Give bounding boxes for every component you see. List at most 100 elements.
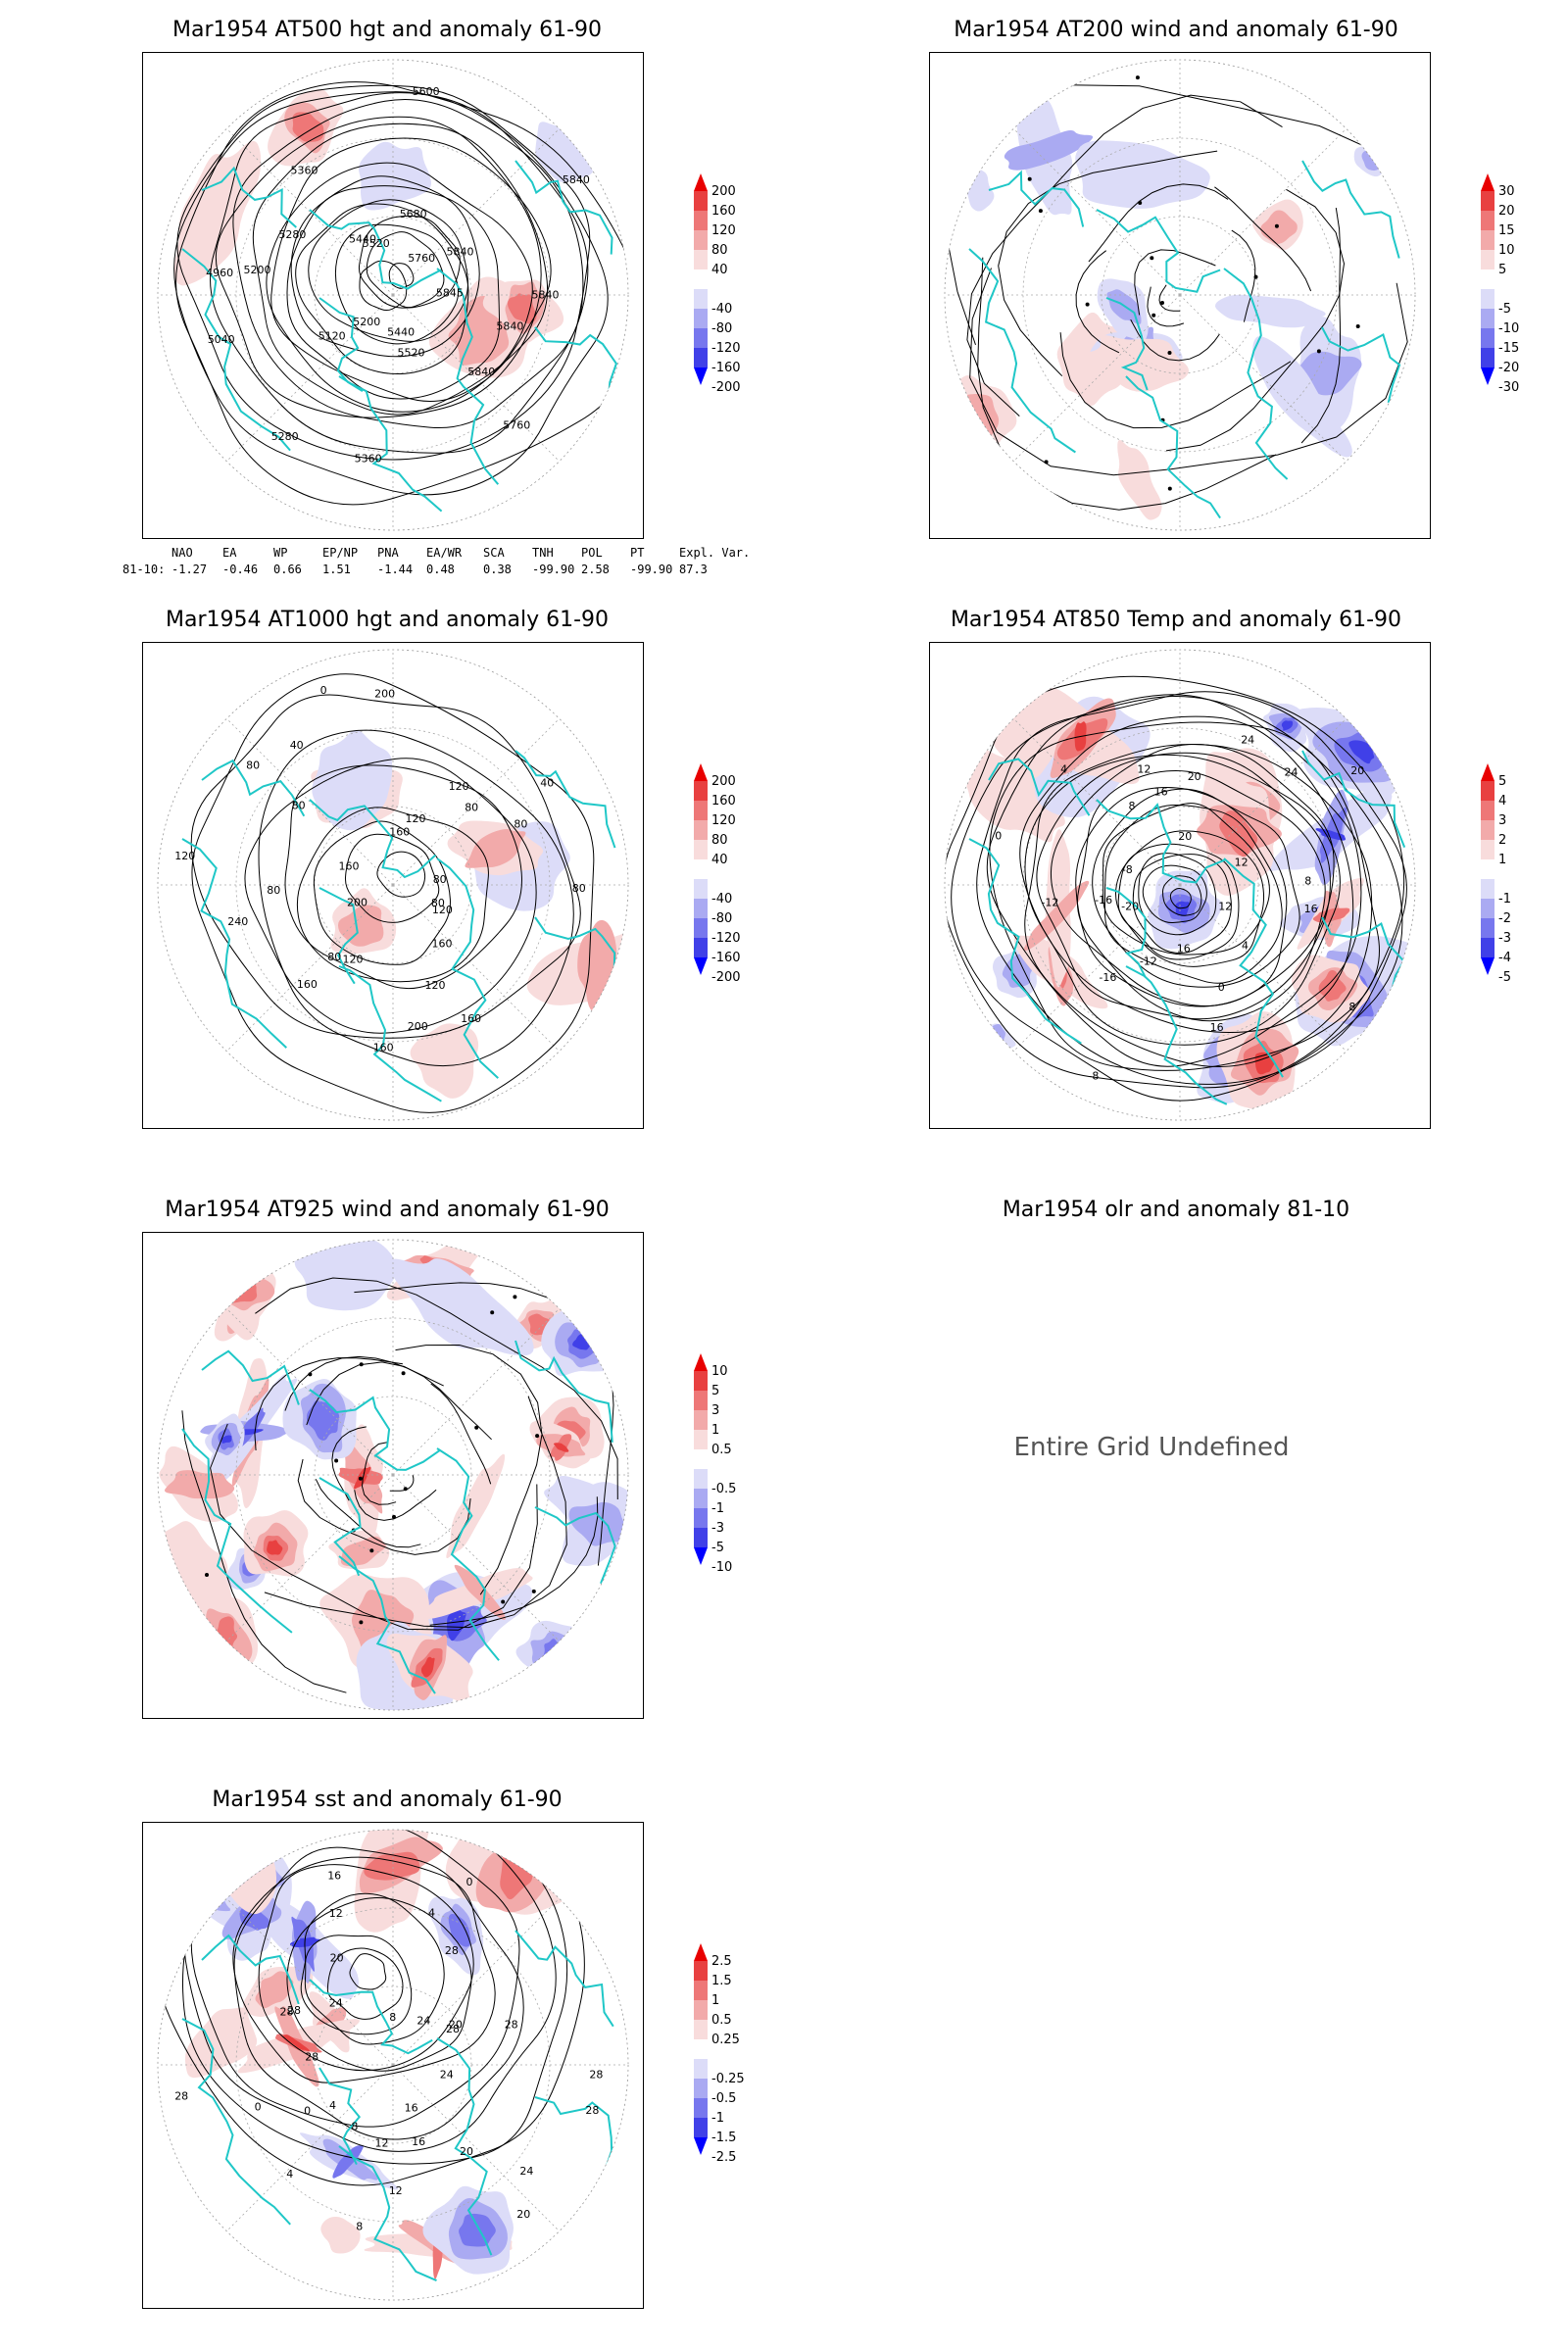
colorbar-label: -1 — [711, 1501, 724, 1516]
contour-line — [388, 263, 415, 289]
map-svg-at500: 5845584058405760552054405360528052005120… — [157, 59, 629, 531]
panel-title-at200: Mar1954 AT200 wind and anomaly 61-90 — [954, 18, 1398, 42]
contour-label: 24 — [440, 2068, 454, 2081]
anomaly-shade — [282, 2034, 310, 2052]
anomaly-shade — [312, 729, 393, 831]
colorbar-svg-at925: 10 5 3 1 0.5 -0.5 -1 -3 -5 -10 — [694, 1353, 736, 1575]
coastline — [1096, 209, 1221, 293]
map-svg-at200 — [944, 59, 1416, 531]
contour-line — [951, 696, 1403, 1102]
tele-value: 0.66 — [273, 563, 302, 576]
contour-label: 120 — [174, 850, 195, 862]
contour-label: -16 — [1095, 894, 1112, 906]
contour-label: 0 — [304, 2105, 311, 2118]
streamline-arrow — [474, 1425, 479, 1430]
contour-line — [158, 1830, 585, 2186]
contour-line — [1024, 754, 1341, 1046]
contour-label: 8 — [351, 2121, 358, 2133]
coastline — [181, 1428, 293, 1634]
contour-line — [304, 1892, 445, 2045]
coastline — [181, 838, 287, 1049]
contour-label: 5360 — [291, 164, 318, 176]
coastline — [988, 170, 1085, 227]
meridian-line — [226, 128, 394, 296]
streamline-arrow — [1044, 460, 1049, 465]
anomaly-shade — [306, 1400, 340, 1441]
colorbar-swatch — [694, 1410, 708, 1430]
streamline — [430, 1383, 492, 1485]
contour-line — [326, 1947, 404, 2020]
map-at1000: 80 80 120 160 160 120 200 160 120 80 160 200 240 80 12… — [142, 642, 644, 1129]
colorbar-swatch — [694, 840, 708, 859]
contour-line — [1103, 804, 1283, 984]
colorbar-swatch — [694, 859, 708, 879]
contour-line — [266, 162, 533, 413]
colorbar-label: -160 — [711, 951, 741, 965]
colorbar-svg-at200: 30 20 15 10 5 -5 -10 -15 -20 -30 — [1481, 173, 1519, 395]
contour-label: 20 — [330, 1952, 344, 1965]
contour-line — [232, 99, 584, 429]
contour-label: 160 — [373, 1042, 394, 1054]
coastline — [309, 209, 442, 290]
anomaly-shade — [507, 293, 537, 324]
colorbar-label: 200 — [711, 774, 736, 789]
panel-title-sst: Mar1954 sst and anomaly 61-90 — [212, 1788, 563, 1812]
coastline — [514, 1340, 613, 1443]
colorbar-label: 200 — [711, 184, 736, 199]
contour-line — [1024, 744, 1373, 1067]
contour-line — [989, 721, 1380, 1071]
colorbar-label: 160 — [711, 794, 736, 808]
contour-label: 16 — [412, 2135, 425, 2148]
anomaly-shade — [587, 1637, 620, 1663]
colorbar-swatch — [694, 2118, 708, 2137]
colorbar-swatch — [1481, 781, 1494, 801]
contour-line — [1019, 715, 1354, 1033]
tele-value-row: 81-10: -1.27 -0.46 0.66 1.51 -1.44 0.48 0.38 -99… — [122, 563, 748, 579]
contour-label: 5680 — [400, 208, 427, 220]
panel-title-at500: Mar1954 AT500 hgt and anomaly 61-90 — [172, 18, 603, 42]
coastline — [1125, 375, 1221, 519]
anomaly-shade — [1252, 336, 1352, 458]
streamline — [297, 1458, 471, 1555]
contour-label: 16 — [327, 1869, 341, 1882]
contour-line — [1036, 752, 1331, 1020]
colorbar-label: -80 — [711, 911, 732, 926]
contour-label: 80 — [246, 759, 260, 771]
contour-label: -12 — [1041, 897, 1058, 909]
coastline — [318, 2067, 361, 2166]
colorbar-swatch — [1481, 820, 1494, 840]
contour-label: 5760 — [408, 252, 435, 265]
olr-undefined-message: Entire Grid Undefined — [1013, 1433, 1290, 1462]
colorbar-swatch — [694, 309, 708, 328]
colorbar-swatch — [694, 2098, 708, 2118]
contour-label: 240 — [227, 915, 248, 928]
colorbar-label: -200 — [711, 970, 741, 985]
contour-label: 24 — [329, 1997, 343, 2010]
colorbar-swatch — [694, 781, 708, 801]
streamline — [254, 1357, 403, 1451]
contour-label: 24 — [1241, 733, 1254, 746]
contour-line — [183, 1830, 557, 2152]
colorbar-label: -40 — [711, 302, 732, 317]
coastline — [1321, 916, 1405, 999]
contour-line — [175, 81, 628, 506]
streamline — [429, 1496, 599, 1626]
contour-line — [1142, 864, 1207, 924]
contour-line — [358, 215, 461, 309]
contour-line — [1075, 787, 1288, 1007]
colorbar-swatch — [694, 1508, 708, 1528]
panel-title-at925: Mar1954 AT925 wind and anomaly 61-90 — [165, 1198, 610, 1222]
contour-label: 8 — [1129, 800, 1136, 812]
colorbar-swatch — [694, 2000, 708, 2020]
contour-label: 120 — [343, 953, 364, 965]
streamline — [1059, 332, 1292, 429]
coastline — [1223, 858, 1284, 1078]
colorbar-label: 10 — [711, 1364, 728, 1379]
colorbar-label: 4 — [1498, 794, 1506, 808]
colorbar-label: 30 — [1498, 184, 1515, 199]
streamline-arrow — [359, 1620, 364, 1625]
colorbar-svg-at500: 200 160 120 80 40 -40 -80 -120 -160 -200 — [694, 173, 741, 395]
colorbar-label: -30 — [1498, 380, 1519, 395]
map-at500: 5845 5840 5840 5760 5520 5440 5360 5280 5200 5120… — [142, 52, 644, 539]
colorbar-swatch — [694, 1469, 708, 1489]
